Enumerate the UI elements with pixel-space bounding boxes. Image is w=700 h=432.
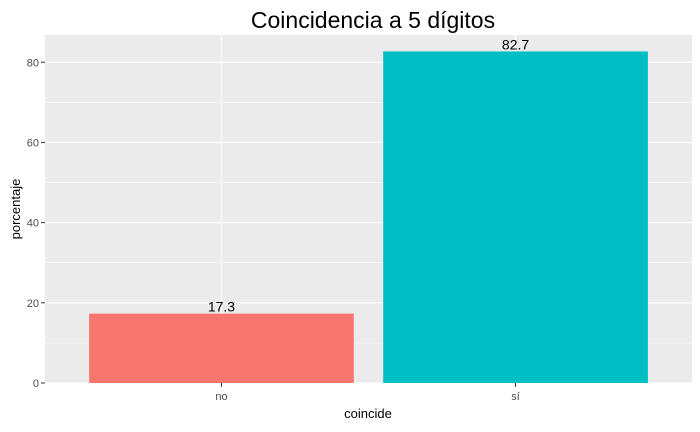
data-label-sí: 82.7 <box>502 36 529 52</box>
data-label-no: 17.3 <box>208 299 235 315</box>
x-tick-label-sí: sí <box>511 391 520 403</box>
data-labels: 17.3 82.7 <box>208 36 530 314</box>
bars <box>89 51 648 384</box>
y-tick-label: 0 <box>33 378 39 390</box>
y-tick-label: 40 <box>27 218 39 230</box>
y-axis-ticks: 0 20 40 60 80 <box>27 57 45 390</box>
x-axis-ticks: no sí <box>215 383 520 403</box>
x-tick-label-no: no <box>215 391 227 403</box>
y-axis-title: porcentaje <box>8 179 23 240</box>
y-tick-label: 20 <box>27 298 39 310</box>
y-tick-label: 80 <box>27 57 39 69</box>
chart-title: Coincidencia a 5 dígitos <box>251 7 495 33</box>
bar-sí <box>383 51 648 384</box>
y-tick-label: 60 <box>27 137 39 149</box>
x-axis-title: coincide <box>344 406 392 421</box>
bar-no <box>89 313 354 383</box>
